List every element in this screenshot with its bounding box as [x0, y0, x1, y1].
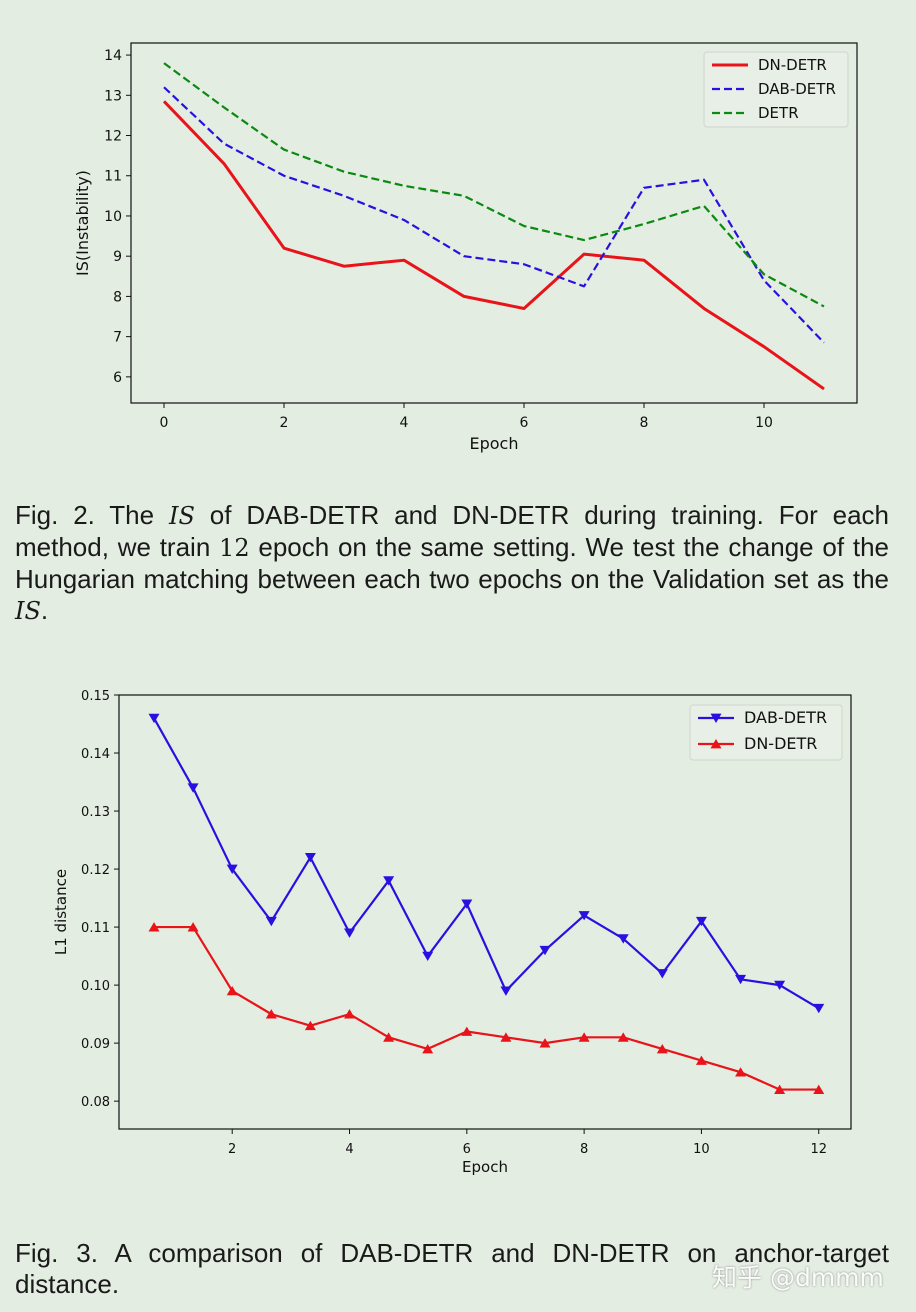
data-point: [304, 1020, 316, 1031]
data-point: [226, 864, 238, 875]
y-tick-label: 10: [104, 209, 122, 225]
y-tick-label: 12: [104, 129, 122, 145]
data-point: [226, 985, 238, 996]
y-tick-label: 0.11: [81, 921, 110, 936]
x-axis-label: Epoch: [462, 1158, 508, 1176]
y-tick-label: 0.12: [81, 863, 110, 878]
y-tick-label: 13: [104, 88, 122, 104]
data-point: [695, 1055, 707, 1065]
series-line-dn-detr: [162, 100, 825, 391]
data-point: [617, 934, 629, 944]
legend-label: DN-DETR: [758, 56, 827, 74]
data-point: [656, 969, 668, 979]
x-tick-label: 10: [755, 415, 773, 431]
data-point: [656, 1043, 668, 1054]
legend-box: [703, 51, 849, 128]
data-point: [422, 951, 434, 962]
x-tick-label: 4: [345, 1142, 353, 1157]
data-point: [813, 1084, 825, 1094]
data-point: [148, 922, 160, 932]
data-point: [578, 1032, 590, 1042]
data-point: [187, 922, 199, 932]
data-point: [539, 945, 551, 956]
data-point: [422, 1043, 434, 1054]
data-point: [461, 1026, 473, 1036]
x-tick-label: 6: [463, 1142, 471, 1157]
y-axis-label: IS(Instability): [73, 170, 92, 276]
y-tick-label: 7: [113, 330, 122, 346]
legend-marker: [710, 713, 722, 723]
data-point: [148, 713, 160, 724]
data-point: [187, 783, 199, 793]
y-tick-label: 0.13: [81, 805, 110, 820]
caption-text: epoch on the same setting. We test the c…: [15, 532, 889, 594]
x-tick-label: 2: [228, 1142, 236, 1157]
y-tick-label: 8: [113, 289, 122, 305]
y-tick-label: 0.15: [81, 689, 110, 704]
caption-math: IS: [15, 597, 41, 625]
data-point: [461, 899, 473, 909]
data-point: [304, 853, 316, 863]
x-tick-label: 2: [280, 415, 289, 431]
y-tick-label: 14: [104, 48, 122, 64]
x-tick-label: 6: [520, 415, 529, 431]
figure-3-caption: Fig. 3. A comparison of DAB-DETR and DN-…: [15, 1238, 889, 1299]
series-line-dn-detr: [154, 925, 819, 1091]
legend-label: DETR: [758, 104, 799, 122]
caption-math: 12: [219, 534, 250, 562]
legend: DN-DETR DAB-DETR DETR: [703, 51, 849, 128]
data-point: [265, 916, 277, 927]
series-line-dab-detr: [163, 86, 825, 344]
data-point: [617, 1032, 629, 1042]
y-axis-label: L1 distance: [52, 869, 70, 955]
x-tick-label: 8: [640, 415, 649, 431]
data-point: [774, 980, 786, 991]
data-point: [265, 1009, 277, 1019]
data-point: [500, 986, 512, 996]
axes-frame: [130, 42, 858, 404]
legend-label: DN-DETR: [744, 734, 817, 753]
data-point: [813, 1003, 825, 1014]
chart-2: 2 4 6 8 10 12 0.08 0.09 0.10 0.11 0.12 0.13 0.14 0.15…: [52, 689, 852, 1176]
legend-marker: [710, 739, 722, 749]
watermark: 知乎 @dmmm: [712, 1263, 884, 1292]
figure-2-caption: Fig. 2. The IS of DAB-DETR and DN-DETR d…: [15, 500, 889, 627]
x-tick-label: 12: [810, 1142, 827, 1157]
y-tick-label: 9: [113, 249, 122, 265]
legend-label: DAB-DETR: [744, 708, 827, 727]
data-point: [539, 1038, 551, 1048]
caption-text: Fig. 2. The: [15, 500, 169, 530]
x-tick-label: 10: [693, 1142, 710, 1157]
data-point: [500, 1032, 512, 1042]
data-point: [578, 911, 590, 921]
data-point: [695, 916, 707, 927]
axes-frame: [118, 694, 852, 1130]
data-point: [383, 876, 395, 886]
data-point: [735, 974, 747, 985]
data-point: [735, 1067, 747, 1077]
y-tick-label: 0.10: [81, 979, 110, 994]
data-point: [344, 928, 356, 938]
legend-label: DAB-DETR: [758, 80, 836, 98]
x-tick-label: 4: [400, 415, 409, 431]
y-tick-label: 0.09: [81, 1037, 110, 1052]
x-tick-label: 8: [580, 1142, 588, 1157]
y-tick-label: 11: [104, 169, 122, 185]
y-tick-label: 0.08: [81, 1095, 110, 1110]
caption-text: .: [40, 595, 49, 625]
data-point: [774, 1084, 786, 1094]
legend: DAB-DETR DN-DETR: [689, 704, 843, 761]
y-tick-label: 0.14: [81, 747, 110, 762]
data-point: [344, 1009, 356, 1019]
caption-math: IS: [168, 502, 195, 530]
series-line-detr: [163, 62, 825, 308]
chart-1: 0 2 4 6 8 10 6 7 8 9 10 11 12 13 14 Epoch IS(Instability…: [73, 42, 858, 453]
y-tick-label: 6: [113, 370, 122, 386]
x-axis-label: Epoch: [470, 434, 519, 453]
caption-text: of DAB-DETR and DN-DETR during training.…: [15, 500, 889, 562]
series-line-dab-detr: [153, 717, 820, 1010]
data-point: [383, 1032, 395, 1042]
x-tick-label: 0: [160, 415, 169, 431]
